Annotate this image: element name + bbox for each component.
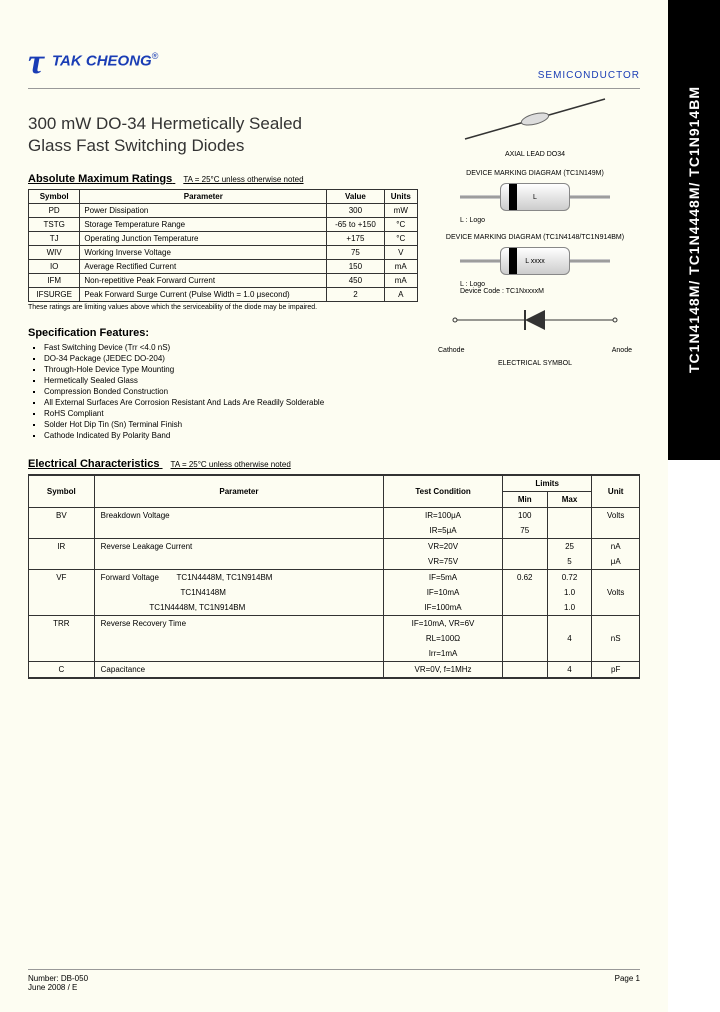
ratings-table: SymbolParameterValueUnits PDPower Dissip… (28, 189, 418, 302)
marking2-title: DEVICE MARKING DIAGRAM (TC1N4148/TC1N914… (430, 234, 640, 241)
table-row: IR=5μA75 (29, 523, 640, 539)
diode-diagram-1: L (430, 183, 640, 211)
brand-name: TAK CHEONG (52, 53, 152, 70)
ratings-title: Absolute Maximum Ratings TA = 25°C unles… (28, 173, 418, 185)
list-item: Through-Hole Device Type Mounting (44, 365, 418, 374)
footer: Number: DB-050 June 2008 / E Page 1 (28, 969, 640, 992)
table-header: Units (384, 190, 417, 204)
page-title: 300 mW DO-34 Hermetically Sealed Glass F… (28, 113, 328, 157)
table-row: IFMNon-repetitive Peak Forward Current45… (29, 274, 418, 288)
category-label: SEMICONDUCTOR (538, 70, 640, 81)
doc-date: June 2008 / E (28, 983, 88, 992)
table-row: TC1N4148MIF=10mA1.0Volts (29, 585, 640, 600)
table-header: Symbol (29, 190, 80, 204)
axial-diagram (455, 89, 615, 149)
list-item: Compression Bonded Construction (44, 387, 418, 396)
table-row: WIVWorking Inverse Voltage75V (29, 246, 418, 260)
marking2-note1: L : Logo (430, 281, 640, 288)
ratings-footnote: These ratings are limiting values above … (28, 304, 418, 311)
list-item: Fast Switching Device (Trr <4.0 nS) (44, 343, 418, 352)
list-item: Hermetically Sealed Glass (44, 376, 418, 385)
table-row: VFForward Voltage TC1N4448M, TC1N914BMIF… (29, 570, 640, 586)
page-number: Page 1 (615, 974, 640, 992)
side-tab: TC1N4148M/ TC1N4448M/ TC1N914BM (668, 0, 720, 460)
table-row: TJOperating Junction Temperature+175°C (29, 232, 418, 246)
list-item: Cathode Indicated By Polarity Band (44, 431, 418, 440)
table-row: IRReverse Leakage CurrentVR=20V25nA (29, 539, 640, 555)
table-header: Parameter (80, 190, 327, 204)
electrical-table: Symbol Parameter Test Condition Limits U… (28, 474, 640, 679)
list-item: Solder Hot Dip Tin (Sn) Terminal Finish (44, 420, 418, 429)
features-list: Fast Switching Device (Trr <4.0 nS) DO-34… (28, 343, 418, 440)
table-header: Value (327, 190, 384, 204)
list-item: All External Surfaces Are Corrosion Resi… (44, 398, 418, 407)
doc-number: Number: DB-050 (28, 974, 88, 983)
axial-label: AXIAL LEAD DO34 (430, 151, 640, 158)
symbol-label: ELECTRICAL SYMBOL (430, 360, 640, 367)
features-title: Specification Features: (28, 327, 418, 339)
cathode-label: Cathode (438, 347, 464, 354)
table-row: TC1N4448M, TC1N914BMIF=100mA1.0 (29, 600, 640, 616)
list-item: RoHS Compliant (44, 409, 418, 418)
table-row: RL=100Ω4nS (29, 631, 640, 646)
table-row: CCapacitanceVR=0V, f=1MHz4pF (29, 662, 640, 679)
table-row: IOAverage Rectified Current150mA (29, 260, 418, 274)
logo: τ TAK CHEONG® (28, 40, 158, 82)
electrical-title: Electrical Characteristics TA = 25°C unl… (28, 458, 640, 470)
table-row: Irr=1mA (29, 646, 640, 662)
marking1-title: DEVICE MARKING DIAGRAM (TC1N149M) (430, 170, 640, 177)
list-item: DO-34 Package (JEDEC DO-204) (44, 354, 418, 363)
marking2-note2: Device Code : TC1NxxxxM (430, 288, 640, 295)
table-row: PDPower Dissipation300mW (29, 204, 418, 218)
marking1-note: L : Logo (430, 217, 640, 224)
table-row: TSTGStorage Temperature Range-65 to +150… (29, 218, 418, 232)
table-row: IFSURGEPeak Forward Surge Current (Pulse… (29, 288, 418, 302)
table-row: VR=75V5μA (29, 554, 640, 570)
electrical-symbol (445, 305, 625, 335)
table-row: TRRReverse Recovery TimeIF=10mA, VR=6V (29, 616, 640, 632)
diode-diagram-2: L xxxx (430, 247, 640, 275)
table-row: BVBreakdown VoltageIR=100μA100Volts (29, 508, 640, 524)
logo-glyph: τ (28, 40, 44, 82)
anode-label: Anode (612, 347, 632, 354)
